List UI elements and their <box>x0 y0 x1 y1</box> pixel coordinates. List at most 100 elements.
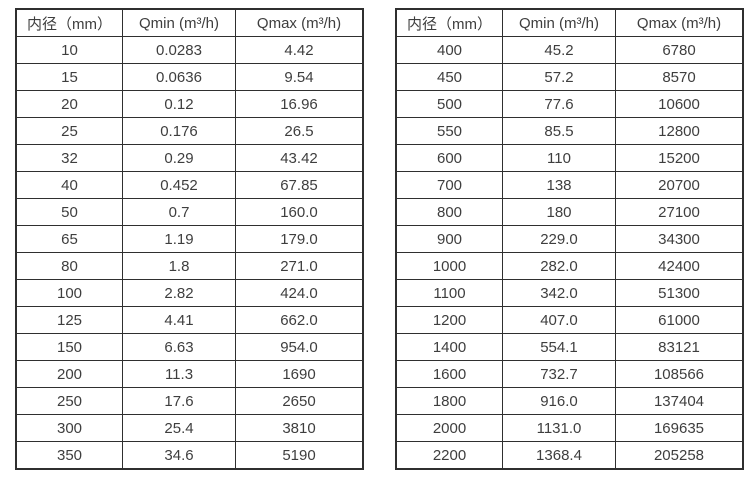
table-row: 32 0.29 43.42 <box>15 144 364 172</box>
table-cell: 85.5 <box>502 117 616 145</box>
table-cell: 900 <box>395 225 503 253</box>
table-row: 10 0.0283 4.42 <box>15 36 364 64</box>
table-cell: 2200 <box>395 441 503 470</box>
table-cell: 0.0283 <box>122 36 236 64</box>
table-cell: 1000 <box>395 252 503 280</box>
flow-table-large-diameters: 内径（mm） Qmin (m³/h) Qmax (m³/h) 400 45.2 67… <box>395 8 744 470</box>
table-row: 200 11.3 1690 <box>15 360 364 388</box>
table-row: 800 180 27100 <box>395 198 744 226</box>
table-row: 600 110 15200 <box>395 144 744 172</box>
table-cell: 1131.0 <box>502 414 616 442</box>
table-body: 10 0.0283 4.42 15 0.0636 9.54 20 0.12 16.96 25 0.1… <box>15 36 364 470</box>
table-cell: 16.96 <box>235 90 364 118</box>
table-cell: 0.176 <box>122 117 236 145</box>
flow-table-small-diameters: 内径（mm） Qmin (m³/h) Qmax (m³/h) 10 0.0283 4… <box>15 8 364 470</box>
table-cell: 1.8 <box>122 252 236 280</box>
table-cell: 20 <box>15 90 123 118</box>
table-cell: 25.4 <box>122 414 236 442</box>
table-cell: 300 <box>15 414 123 442</box>
table-cell: 0.12 <box>122 90 236 118</box>
table-cell: 100 <box>15 279 123 307</box>
table-cell: 32 <box>15 144 123 172</box>
header-row: 内径（mm） Qmin (m³/h) Qmax (m³/h) <box>15 8 364 37</box>
column-header-diameter: 内径（mm） <box>395 8 503 37</box>
table-cell: 0.7 <box>122 198 236 226</box>
table-cell: 3810 <box>235 414 364 442</box>
table-cell: 2650 <box>235 387 364 415</box>
table-cell: 65 <box>15 225 123 253</box>
table-row: 2200 1368.4 205258 <box>395 441 744 470</box>
table-cell: 500 <box>395 90 503 118</box>
table-cell: 61000 <box>615 306 744 334</box>
table-cell: 4.41 <box>122 306 236 334</box>
table-cell: 554.1 <box>502 333 616 361</box>
table-cell: 20700 <box>615 171 744 199</box>
table-cell: 25 <box>15 117 123 145</box>
table-cell: 179.0 <box>235 225 364 253</box>
table-cell: 6780 <box>615 36 744 64</box>
table-cell: 80 <box>15 252 123 280</box>
table-cell: 550 <box>395 117 503 145</box>
table-cell: 180 <box>502 198 616 226</box>
table-row: 50 0.7 160.0 <box>15 198 364 226</box>
table-cell: 34300 <box>615 225 744 253</box>
table-cell: 0.29 <box>122 144 236 172</box>
table-row: 350 34.6 5190 <box>15 441 364 470</box>
table-cell: 229.0 <box>502 225 616 253</box>
table-cell: 954.0 <box>235 333 364 361</box>
table-row: 150 6.63 954.0 <box>15 333 364 361</box>
table-cell: 34.6 <box>122 441 236 470</box>
table-row: 65 1.19 179.0 <box>15 225 364 253</box>
table-row: 125 4.41 662.0 <box>15 306 364 334</box>
table-cell: 916.0 <box>502 387 616 415</box>
table-cell: 1200 <box>395 306 503 334</box>
table-cell: 350 <box>15 441 123 470</box>
table-cell: 0.0636 <box>122 63 236 91</box>
table-row: 1400 554.1 83121 <box>395 333 744 361</box>
table-cell: 77.6 <box>502 90 616 118</box>
table-row: 550 85.5 12800 <box>395 117 744 145</box>
table-cell: 10 <box>15 36 123 64</box>
column-header-qmin: Qmin (m³/h) <box>122 8 236 37</box>
table-cell: 200 <box>15 360 123 388</box>
table-row: 20 0.12 16.96 <box>15 90 364 118</box>
table-cell: 450 <box>395 63 503 91</box>
table-cell: 732.7 <box>502 360 616 388</box>
header-row: 内径（mm） Qmin (m³/h) Qmax (m³/h) <box>395 8 744 37</box>
table-cell: 169635 <box>615 414 744 442</box>
column-header-qmax: Qmax (m³/h) <box>615 8 744 37</box>
table-row: 1100 342.0 51300 <box>395 279 744 307</box>
table-row: 700 138 20700 <box>395 171 744 199</box>
table-cell: 1690 <box>235 360 364 388</box>
table-cell: 700 <box>395 171 503 199</box>
table-row: 25 0.176 26.5 <box>15 117 364 145</box>
table-cell: 12800 <box>615 117 744 145</box>
table-cell: 57.2 <box>502 63 616 91</box>
table-cell: 2000 <box>395 414 503 442</box>
table-row: 100 2.82 424.0 <box>15 279 364 307</box>
table-cell: 800 <box>395 198 503 226</box>
table-row: 2000 1131.0 169635 <box>395 414 744 442</box>
table-cell: 50 <box>15 198 123 226</box>
table-cell: 205258 <box>615 441 744 470</box>
table-cell: 9.54 <box>235 63 364 91</box>
table-cell: 2.82 <box>122 279 236 307</box>
table-cell: 424.0 <box>235 279 364 307</box>
column-header-qmax: Qmax (m³/h) <box>235 8 364 37</box>
table-cell: 1100 <box>395 279 503 307</box>
table-row: 1800 916.0 137404 <box>395 387 744 415</box>
table-cell: 110 <box>502 144 616 172</box>
table-row: 900 229.0 34300 <box>395 225 744 253</box>
table-cell: 600 <box>395 144 503 172</box>
table-row: 1000 282.0 42400 <box>395 252 744 280</box>
table-cell: 43.42 <box>235 144 364 172</box>
table-cell: 45.2 <box>502 36 616 64</box>
table-cell: 40 <box>15 171 123 199</box>
table-cell: 150 <box>15 333 123 361</box>
table-cell: 8570 <box>615 63 744 91</box>
table-row: 300 25.4 3810 <box>15 414 364 442</box>
table-cell: 1400 <box>395 333 503 361</box>
table-cell: 342.0 <box>502 279 616 307</box>
table-cell: 407.0 <box>502 306 616 334</box>
table-cell: 125 <box>15 306 123 334</box>
